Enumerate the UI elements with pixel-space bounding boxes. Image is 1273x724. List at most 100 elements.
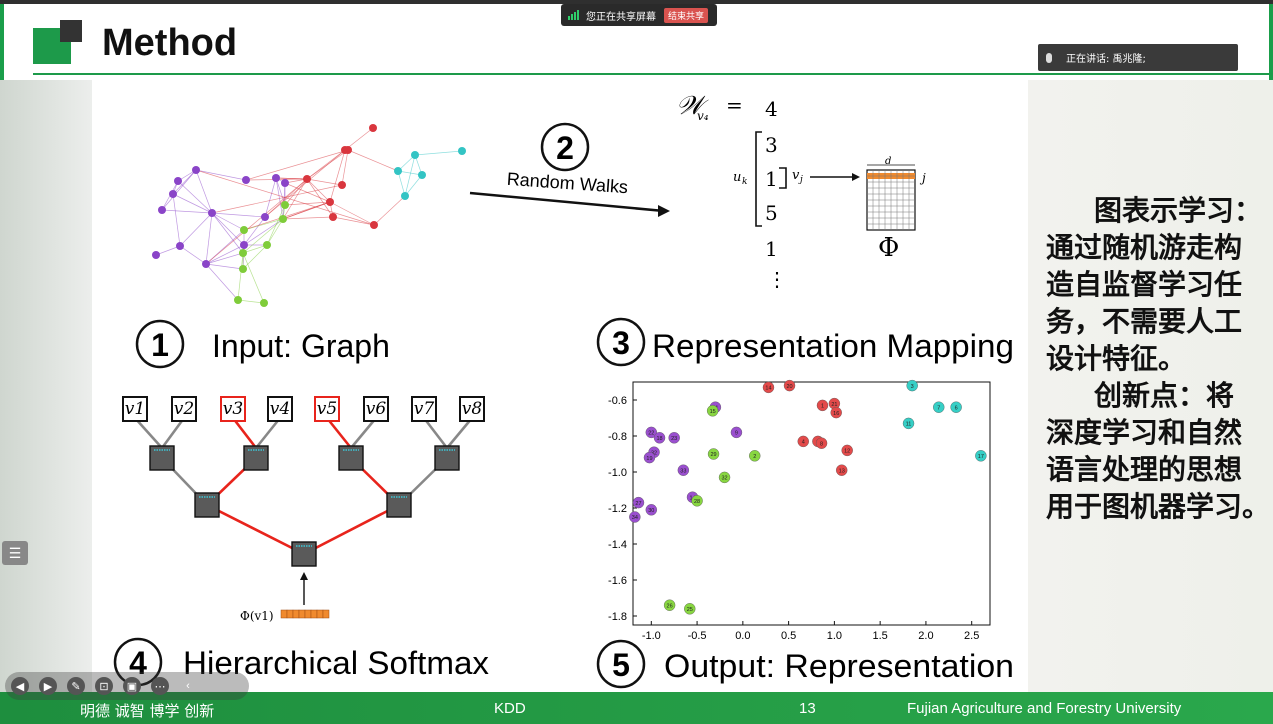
walk-value-1: 3: [765, 133, 778, 157]
step-4-number: 4: [129, 645, 147, 681]
graph-node: [369, 124, 377, 132]
graph-node: [281, 201, 289, 209]
graph-node: [263, 241, 271, 249]
step-5-number: 5: [612, 647, 630, 683]
top-system-bar: [0, 0, 1273, 4]
input-graph: [152, 124, 466, 307]
tree-leaf-v3: [220, 396, 246, 422]
step-4-label: Hierarchical Softmax: [183, 645, 489, 681]
graph-edge: [243, 216, 266, 246]
graph-edge: [264, 177, 277, 218]
x-tick-label: 1.0: [827, 630, 842, 642]
graph-edge: [237, 299, 265, 304]
tree-leaf-label: v5: [317, 399, 337, 419]
tree-leaf-label: v8: [462, 399, 483, 419]
camera-icon[interactable]: ▣: [123, 677, 141, 695]
scatter-point: [797, 435, 809, 448]
graph-edge: [397, 170, 423, 176]
graph-node: [192, 166, 200, 174]
walk-vj-bracket: [779, 167, 787, 189]
pen-icon[interactable]: ✎: [67, 677, 85, 695]
phi-input-label: Φ(v1): [240, 609, 274, 623]
footer-course: KDD: [494, 700, 526, 717]
graph-node: [281, 179, 289, 187]
graph-node: [458, 147, 466, 155]
graph-edge: [179, 245, 207, 265]
tree-leaf-label: v7: [414, 399, 435, 419]
graph-edge: [284, 178, 308, 206]
graph-edge: [404, 154, 416, 197]
scatter-point-label: 11: [906, 422, 912, 428]
scatter-point: [816, 399, 829, 412]
scatter-point-label: 32: [721, 476, 727, 482]
scatter-point-label: 3: [911, 384, 914, 390]
vj-sub: j: [798, 175, 803, 185]
scatter-point-label: 16: [833, 411, 839, 417]
screenshot-icon[interactable]: ⊡: [95, 677, 113, 695]
scatter-point: [933, 401, 945, 413]
collapse-icon[interactable]: ‹: [186, 680, 190, 692]
microphone-icon: [1046, 52, 1052, 63]
graph-edge: [414, 150, 463, 156]
y-tick-label: -0.8: [608, 431, 627, 443]
scatter-point: [706, 405, 719, 417]
graph-node: [303, 175, 311, 183]
walk-value-4: 1: [765, 237, 778, 261]
walk-W-sub: v₄: [697, 109, 709, 123]
graph-edge: [155, 245, 181, 256]
scatter-point: [902, 417, 915, 430]
phi-input-cell: [322, 609, 330, 619]
next-slide-icon[interactable]: ▶: [39, 677, 57, 695]
graph-edge: [195, 169, 247, 181]
graph-node: [240, 226, 248, 234]
side-line-7: 语言处理的思想: [1046, 453, 1243, 486]
more-icon[interactable]: ⋯: [151, 677, 169, 695]
scatter-point-label: 33: [680, 468, 686, 474]
tree-leaf-label: v4: [270, 399, 290, 419]
graph-edge: [282, 178, 308, 220]
prev-slide-icon[interactable]: ◀: [11, 677, 29, 695]
scatter-point: [749, 450, 761, 462]
scatter-point: [718, 471, 731, 484]
graph-edge: [266, 204, 286, 246]
scatter-point-label: 32: [651, 450, 657, 456]
scatter-point: [762, 381, 775, 394]
graph-edge: [161, 209, 213, 214]
scatter-point: [975, 450, 987, 462]
graph-node: [341, 146, 349, 154]
scatter-point-label: 27: [635, 501, 641, 507]
screen-share-bar: 您正在共享屏幕 结束共享: [561, 4, 717, 26]
graph-edge: [282, 216, 334, 220]
presentation-toolbar: ◀ ▶ ✎ ⊡ ▣ ⋯ ‹: [5, 672, 249, 700]
phi-input-cell: [310, 609, 318, 619]
x-tick-label: 1.5: [873, 630, 888, 642]
x-tick-label: 0.0: [735, 630, 750, 642]
side-line-1: 通过随机游走构: [1046, 231, 1243, 264]
graph-edge: [237, 252, 244, 301]
scatter-point-label: 21: [831, 402, 837, 408]
graph-edge: [211, 184, 343, 214]
scatter-point-label: 18: [656, 436, 662, 442]
stop-share-button[interactable]: 结束共享: [664, 7, 709, 23]
tree-edge: [134, 417, 163, 449]
y-tick-label: -1.4: [608, 539, 627, 551]
scatter-point: [629, 511, 641, 523]
graph-edge: [172, 169, 197, 195]
step-5-circle: [596, 639, 646, 689]
step-1-label: Input: Graph: [212, 328, 390, 364]
scatter-point-label: 12: [844, 449, 850, 455]
step-2-circle: [540, 122, 590, 172]
hierarchical-softmax-tree: v1 v2 v3 v4 v5 v6 v7 v8 Φ(v1): [122, 396, 485, 623]
graph-node: [208, 209, 216, 217]
menu-list-icon[interactable]: ☰: [2, 541, 28, 565]
random-walk-arrow: [469, 191, 665, 213]
scatter-point: [643, 451, 656, 464]
walk-value-3: 5: [765, 201, 778, 225]
scatter-point-label: 22: [648, 431, 654, 437]
scatter-point: [906, 379, 918, 392]
tree-leaf-v4: [267, 396, 293, 422]
graph-edge: [284, 201, 331, 206]
graph-node: [158, 206, 166, 214]
scatter-point: [663, 599, 676, 611]
phi-input-cell: [304, 609, 312, 619]
